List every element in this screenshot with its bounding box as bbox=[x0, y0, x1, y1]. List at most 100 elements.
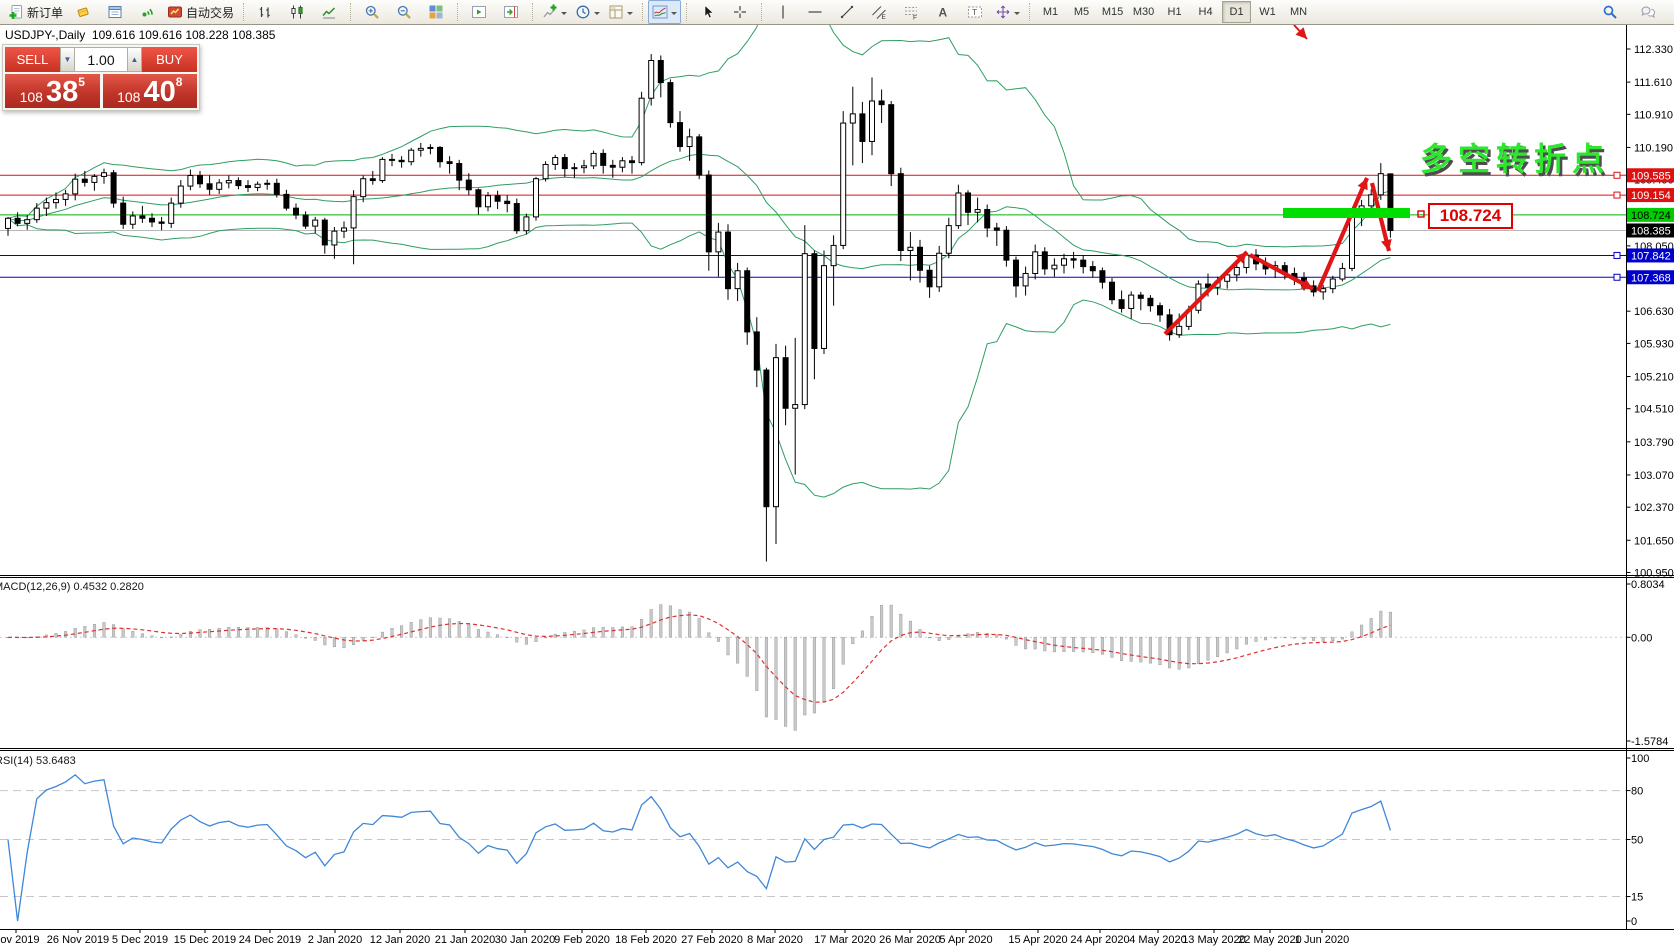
bid-price-box[interactable]: 108 38 5 bbox=[5, 74, 100, 108]
svg-text:105.210: 105.210 bbox=[1634, 372, 1674, 384]
price-axis[interactable]: 112.330111.610110.910110.190109.490108.0… bbox=[1626, 44, 1674, 579]
svg-text:4 May 2020: 4 May 2020 bbox=[1129, 934, 1186, 946]
auto-scroll-icon bbox=[471, 4, 487, 20]
toolbar-line-chart-button[interactable] bbox=[313, 0, 345, 24]
sell-button[interactable]: SELL bbox=[5, 47, 60, 72]
toolbar-zoom-in-button[interactable] bbox=[356, 0, 388, 24]
signals-icon bbox=[139, 4, 155, 20]
timeframe-m30-button[interactable]: M30 bbox=[1132, 6, 1155, 18]
price-tag: 108.385 bbox=[1627, 223, 1674, 238]
timeframe-w1-button[interactable]: W1 bbox=[1259, 6, 1276, 18]
chat-button[interactable] bbox=[1632, 0, 1664, 24]
toolbar-trendline-button[interactable] bbox=[831, 0, 863, 24]
crosshair-icon bbox=[732, 4, 748, 20]
timeframe-h4-button[interactable]: H4 bbox=[1198, 6, 1213, 18]
timeframe-mn-button[interactable]: MN bbox=[1289, 6, 1308, 18]
toolbar-indicators-button[interactable] bbox=[538, 0, 571, 24]
toolbar-autotrading-button[interactable]: 自动交易 bbox=[163, 0, 238, 24]
shapes-icon bbox=[995, 4, 1011, 20]
svg-text:26 Nov 2019: 26 Nov 2019 bbox=[47, 934, 109, 946]
candle-chart-icon bbox=[289, 4, 305, 20]
toolbar-chart-shift-button[interactable] bbox=[495, 0, 527, 24]
text-icon: A bbox=[935, 4, 951, 20]
search-button[interactable] bbox=[1594, 0, 1626, 24]
data-window-icon bbox=[107, 4, 123, 20]
ask-price-point: 8 bbox=[175, 75, 183, 89]
fibonacci-icon: F bbox=[903, 4, 919, 20]
toolbar-text-label-button[interactable]: T bbox=[959, 0, 991, 24]
svg-text:103.070: 103.070 bbox=[1634, 470, 1674, 482]
svg-text:0.00: 0.00 bbox=[1631, 632, 1652, 644]
price-tag: 109.585 bbox=[1627, 168, 1674, 183]
macd-axis: 0.8034 0.00 -1.5784 bbox=[1626, 579, 1668, 748]
toolbar-templates-button[interactable] bbox=[604, 0, 637, 24]
volume-input[interactable] bbox=[75, 47, 127, 72]
toolbar-periods-button[interactable] bbox=[571, 0, 604, 24]
rsi-indicator-label: RSI(14) 53.6483 bbox=[0, 755, 76, 767]
support-zone-rectangle[interactable] bbox=[1283, 208, 1410, 218]
toolbar-zoom-out-button[interactable] bbox=[388, 0, 420, 24]
toolbar-channel-button[interactable]: E bbox=[863, 0, 895, 24]
toolbar-signals-button[interactable] bbox=[131, 0, 163, 24]
svg-text:T: T bbox=[972, 7, 977, 17]
toolbar-text-button[interactable]: A bbox=[927, 0, 959, 24]
toolbar-bar-chart-button[interactable] bbox=[249, 0, 281, 24]
toolbar-new-order-button[interactable]: 新订单 bbox=[4, 0, 67, 24]
svg-text:9 Feb 2020: 9 Feb 2020 bbox=[554, 934, 610, 946]
toolbar-separator bbox=[532, 3, 534, 21]
svg-text:-1.5784: -1.5784 bbox=[1631, 736, 1668, 748]
svg-text:111.610: 111.610 bbox=[1634, 77, 1672, 89]
toolbar-auto-scroll-button[interactable] bbox=[463, 0, 495, 24]
one-click-trading-panel: SELL ▼ ▲ BUY 108 38 5 108 40 8 bbox=[2, 44, 200, 111]
timeframe-m15-button[interactable]: M15 bbox=[1101, 6, 1124, 18]
svg-text:22 May 2020: 22 May 2020 bbox=[1238, 934, 1302, 946]
toolbar-gold-button[interactable] bbox=[67, 0, 99, 24]
timeframe-h1-button[interactable]: H1 bbox=[1167, 6, 1182, 18]
svg-text:107.368: 107.368 bbox=[1631, 272, 1671, 284]
svg-text:50: 50 bbox=[1631, 835, 1643, 847]
price-callout-label[interactable]: 108.724 bbox=[1428, 203, 1513, 229]
callout-handle[interactable] bbox=[1417, 210, 1425, 218]
svg-text:105.930: 105.930 bbox=[1634, 338, 1674, 350]
bid-price-main: 108 bbox=[19, 88, 43, 105]
toolbar-hline-button[interactable] bbox=[799, 0, 831, 24]
chart-title: USDJPY-,Daily 109.616 109.616 108.228 10… bbox=[5, 28, 276, 42]
toolbar-vline-button[interactable] bbox=[767, 0, 799, 24]
volume-decrease-button[interactable]: ▼ bbox=[60, 47, 75, 72]
svg-text:21 Jan 2020: 21 Jan 2020 bbox=[435, 934, 496, 946]
autotrading-icon bbox=[167, 4, 183, 20]
toolbar-separator bbox=[761, 3, 763, 21]
ask-price-pips: 40 bbox=[143, 76, 176, 109]
candlesticks bbox=[5, 54, 1394, 562]
toolbar-autotrading-label: 自动交易 bbox=[186, 5, 235, 20]
toolbar-shapes-button[interactable] bbox=[991, 0, 1024, 24]
chevron-down-icon bbox=[671, 11, 678, 18]
buy-button[interactable]: BUY bbox=[142, 47, 197, 72]
toolbar-data-window-button[interactable] bbox=[99, 0, 131, 24]
toolbar-cursor-button[interactable] bbox=[692, 0, 724, 24]
svg-text:101.650: 101.650 bbox=[1634, 535, 1674, 547]
toolbar-crosshair-button[interactable] bbox=[724, 0, 756, 24]
trend-arrows[interactable] bbox=[1163, 24, 1392, 336]
toolbar-tile-windows-button[interactable] bbox=[420, 0, 452, 24]
periods-icon bbox=[575, 4, 591, 20]
turning-point-annotation[interactable]: 多空转折点 bbox=[1420, 141, 1611, 177]
toolbar-chart-profile-button[interactable] bbox=[648, 0, 682, 24]
ask-price-box[interactable]: 108 40 8 bbox=[102, 74, 197, 109]
timeframe-m5-button[interactable]: M5 bbox=[1073, 6, 1090, 18]
svg-text:A: A bbox=[939, 6, 948, 20]
timeframe-m1-button[interactable]: M1 bbox=[1042, 6, 1059, 18]
gold-icon bbox=[75, 4, 91, 20]
svg-text:26 Mar 2020: 26 Mar 2020 bbox=[879, 934, 941, 946]
toolbar-separator bbox=[686, 3, 688, 21]
volume-increase-button[interactable]: ▲ bbox=[127, 47, 142, 72]
toolbar-candle-chart-button[interactable] bbox=[281, 0, 313, 24]
svg-text:1 Jun 2020: 1 Jun 2020 bbox=[1295, 934, 1349, 946]
chart-profile-icon bbox=[652, 4, 668, 20]
toolbar-fibonacci-button[interactable]: F bbox=[895, 0, 927, 24]
timeframe-d1-button[interactable]: D1 bbox=[1222, 1, 1252, 23]
svg-text:24 Apr 2020: 24 Apr 2020 bbox=[1070, 934, 1129, 946]
